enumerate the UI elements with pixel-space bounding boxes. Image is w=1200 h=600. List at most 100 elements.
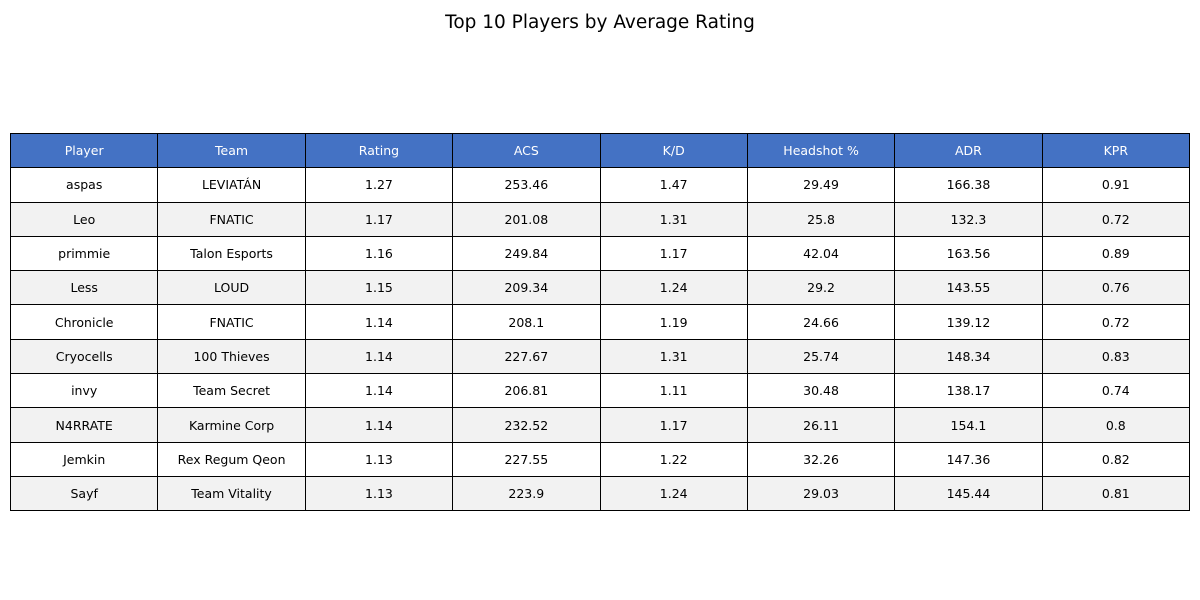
table-cell: 143.55 — [894, 270, 1043, 306]
table-cell: Rex Regum Qeon — [157, 441, 306, 477]
table-cell: 1.15 — [304, 270, 454, 306]
table-cell: 147.36 — [894, 441, 1043, 477]
table-row: Cryocells 100 Thieves 1.14 227.67 1.31 25.74 1… — [9, 338, 1191, 375]
table-cell: 138.17 — [894, 373, 1043, 409]
table-row: Jemkin Rex Regum Qeon 1.13 227.55 1.22 32.26 1… — [9, 441, 1191, 477]
table-cell: 1.22 — [599, 441, 748, 477]
column-header: K/D — [599, 132, 748, 169]
table-cell: LOUD — [157, 270, 306, 306]
table-cell: 0.83 — [1041, 338, 1191, 375]
table-cell: 1.31 — [599, 201, 748, 237]
table-cell: 139.12 — [894, 304, 1043, 340]
table-cell: 30.48 — [746, 373, 896, 409]
table-cell: Team Secret — [157, 373, 306, 409]
table-cell: invy — [9, 373, 159, 409]
table-cell: primmie — [9, 235, 159, 272]
table-cell: 1.14 — [304, 373, 454, 409]
table-cell: 227.55 — [452, 441, 601, 477]
table-cell: Jemkin — [9, 441, 159, 477]
table-cell: 29.2 — [746, 270, 896, 306]
table-row: Chronicle FNATIC 1.14 208.1 1.19 24.66 139.12 0… — [9, 304, 1191, 340]
table-cell: 42.04 — [746, 235, 896, 272]
table-cell: Leo — [9, 201, 159, 237]
table-cell: 1.14 — [304, 407, 454, 443]
table-cell: aspas — [9, 167, 159, 203]
table-cell: 1.14 — [304, 338, 454, 375]
table-cell: Karmine Corp — [157, 407, 306, 443]
column-header: Headshot % — [746, 132, 896, 169]
table-cell: 206.81 — [452, 373, 601, 409]
table-cell: Team Vitality — [157, 475, 306, 512]
table-cell: 132.3 — [894, 201, 1043, 237]
table-cell: 223.9 — [452, 475, 601, 512]
table-body: aspas LEVIATÁN 1.27 253.46 1.47 29.49 166.38 0.… — [9, 167, 1191, 512]
table-cell: 1.17 — [599, 407, 748, 443]
table-cell: 1.31 — [599, 338, 748, 375]
table-row: aspas LEVIATÁN 1.27 253.46 1.47 29.49 166.38 0.… — [9, 167, 1191, 203]
table-cell: 0.74 — [1041, 373, 1191, 409]
table-cell: 1.14 — [304, 304, 454, 340]
table-row: Leo FNATIC 1.17 201.08 1.31 25.8 132.3 0.72 — [9, 201, 1191, 237]
table-cell: 1.27 — [304, 167, 454, 203]
table-cell: 26.11 — [746, 407, 896, 443]
column-header: ACS — [452, 132, 601, 169]
table-cell: 100 Thieves — [157, 338, 306, 375]
table-cell: 253.46 — [452, 167, 601, 203]
table-cell: 0.8 — [1041, 407, 1191, 443]
table-row: Less LOUD 1.15 209.34 1.24 29.2 143.55 0.76 — [9, 270, 1191, 306]
table-cell: 1.13 — [304, 441, 454, 477]
table-cell: 201.08 — [452, 201, 601, 237]
table-row: N4RRATE Karmine Corp 1.14 232.52 1.17 26.11 15… — [9, 407, 1191, 443]
table-cell: 148.34 — [894, 338, 1043, 375]
table-cell: 1.17 — [304, 201, 454, 237]
table-cell: 25.8 — [746, 201, 896, 237]
table-cell: 0.81 — [1041, 475, 1191, 512]
table-cell: Sayf — [9, 475, 159, 512]
table-cell: 0.82 — [1041, 441, 1191, 477]
table-row: Sayf Team Vitality 1.13 223.9 1.24 29.03 145.4… — [9, 475, 1191, 512]
table-cell: 0.91 — [1041, 167, 1191, 203]
table-cell: 1.19 — [599, 304, 748, 340]
table-cell: 24.66 — [746, 304, 896, 340]
table-cell: LEVIATÁN — [157, 167, 306, 203]
table-cell: 0.72 — [1041, 304, 1191, 340]
table-cell: Talon Esports — [157, 235, 306, 272]
table-cell: 1.47 — [599, 167, 748, 203]
column-header: Rating — [304, 132, 454, 169]
table-cell: 1.24 — [599, 475, 748, 512]
table-cell: 249.84 — [452, 235, 601, 272]
table-cell: 29.03 — [746, 475, 896, 512]
table-cell: 25.74 — [746, 338, 896, 375]
table-cell: 163.56 — [894, 235, 1043, 272]
table-cell: 0.76 — [1041, 270, 1191, 306]
player-stats-table: Player Team Rating ACS K/D Headshot % ADR KPR a… — [9, 132, 1191, 512]
column-header: ADR — [894, 132, 1043, 169]
table-cell: Cryocells — [9, 338, 159, 375]
table-cell: 145.44 — [894, 475, 1043, 512]
table-cell: Less — [9, 270, 159, 306]
table-row: invy Team Secret 1.14 206.81 1.11 30.48 138.17… — [9, 373, 1191, 409]
column-header: KPR — [1041, 132, 1191, 169]
table-cell: 166.38 — [894, 167, 1043, 203]
table-cell: 0.89 — [1041, 235, 1191, 272]
table-cell: 208.1 — [452, 304, 601, 340]
table-cell: 1.24 — [599, 270, 748, 306]
table-cell: FNATIC — [157, 201, 306, 237]
table-cell: 1.16 — [304, 235, 454, 272]
table-cell: 232.52 — [452, 407, 601, 443]
table-cell: 0.72 — [1041, 201, 1191, 237]
table-row: primmie Talon Esports 1.16 249.84 1.17 42.04 1… — [9, 235, 1191, 272]
table-cell: 154.1 — [894, 407, 1043, 443]
table-cell: 1.17 — [599, 235, 748, 272]
table-cell: 227.67 — [452, 338, 601, 375]
table-cell: 1.13 — [304, 475, 454, 512]
table-cell: Chronicle — [9, 304, 159, 340]
table-cell: N4RRATE — [9, 407, 159, 443]
chart-title: Top 10 Players by Average Rating — [445, 12, 755, 33]
header-row: Player Team Rating ACS K/D Headshot % ADR KPR — [9, 132, 1191, 169]
table-cell: 32.26 — [746, 441, 896, 477]
column-header: Player — [9, 132, 159, 169]
table-cell: 1.11 — [599, 373, 748, 409]
table-cell: 209.34 — [452, 270, 601, 306]
table-cell: FNATIC — [157, 304, 306, 340]
